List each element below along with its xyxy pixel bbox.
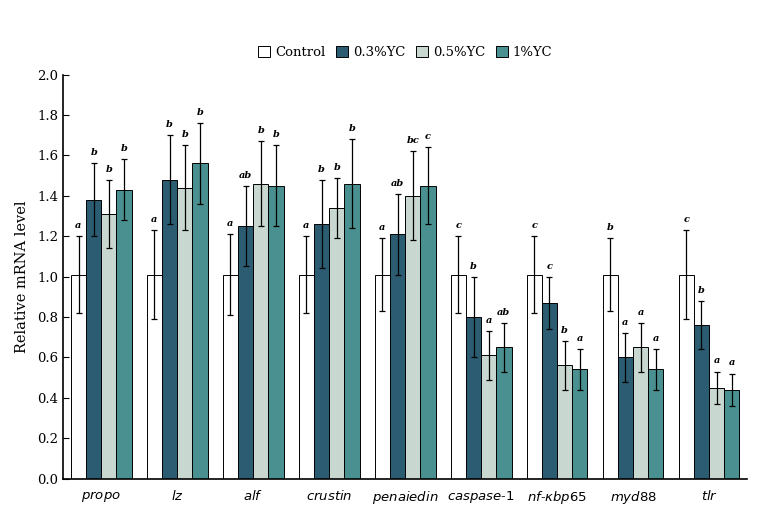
Bar [147, 275, 162, 479]
Text: a: a [728, 358, 735, 367]
Text: a: a [713, 356, 720, 365]
Bar [603, 275, 618, 479]
Text: b: b [197, 108, 203, 117]
Bar [542, 303, 557, 479]
Bar [238, 226, 253, 479]
Bar [405, 196, 421, 479]
Legend: Control, 0.3%YC, 0.5%YC, 1%YC: Control, 0.3%YC, 0.5%YC, 1%YC [252, 41, 558, 65]
Bar [633, 348, 648, 479]
Bar [466, 317, 481, 479]
Text: ab: ab [391, 179, 404, 188]
Bar [299, 275, 314, 479]
Text: c: c [531, 221, 537, 230]
Text: bc: bc [406, 137, 419, 145]
Bar [527, 275, 542, 479]
Text: a: a [303, 221, 309, 230]
Bar [268, 185, 283, 479]
Bar [117, 190, 132, 479]
Text: a: a [653, 334, 659, 343]
Bar [481, 355, 496, 479]
Bar [101, 214, 117, 479]
Bar [390, 234, 405, 479]
Text: a: a [379, 223, 386, 232]
Bar [253, 184, 268, 479]
Bar [162, 180, 178, 479]
Text: b: b [258, 126, 264, 135]
Text: ab: ab [239, 170, 252, 180]
Bar [496, 348, 511, 479]
Bar [557, 365, 572, 479]
Text: b: b [348, 124, 355, 133]
Bar [314, 224, 329, 479]
Text: b: b [166, 120, 173, 129]
Text: a: a [227, 219, 234, 228]
Bar [679, 275, 694, 479]
Text: b: b [120, 144, 127, 153]
Text: b: b [698, 286, 705, 295]
Bar [375, 275, 390, 479]
Text: b: b [273, 130, 280, 139]
Bar [421, 185, 436, 479]
Bar [178, 188, 193, 479]
Bar [223, 275, 238, 479]
Text: a: a [152, 215, 158, 224]
Text: a: a [485, 316, 492, 325]
Text: c: c [684, 215, 689, 224]
Bar [86, 200, 101, 479]
Bar [451, 275, 466, 479]
Text: b: b [90, 148, 97, 157]
Bar [648, 369, 664, 479]
Text: b: b [562, 326, 568, 335]
Bar [193, 164, 208, 479]
Bar [618, 357, 633, 479]
Text: a: a [623, 318, 629, 327]
Bar [709, 388, 724, 479]
Text: ab: ab [498, 308, 511, 317]
Y-axis label: Relative mRNA level: Relative mRNA level [15, 201, 29, 353]
Bar [572, 369, 588, 479]
Text: b: b [181, 130, 188, 139]
Text: a: a [75, 221, 82, 230]
Text: c: c [546, 262, 552, 270]
Text: a: a [638, 308, 644, 317]
Bar [71, 275, 86, 479]
Bar [724, 390, 739, 479]
Text: c: c [456, 221, 461, 230]
Text: b: b [470, 262, 477, 270]
Text: b: b [319, 165, 325, 173]
Text: b: b [607, 223, 613, 232]
Bar [694, 325, 709, 479]
Text: a: a [577, 334, 583, 343]
Text: c: c [425, 132, 431, 141]
Bar [329, 208, 344, 479]
Bar [344, 184, 360, 479]
Text: b: b [105, 165, 112, 173]
Text: b: b [333, 163, 340, 171]
